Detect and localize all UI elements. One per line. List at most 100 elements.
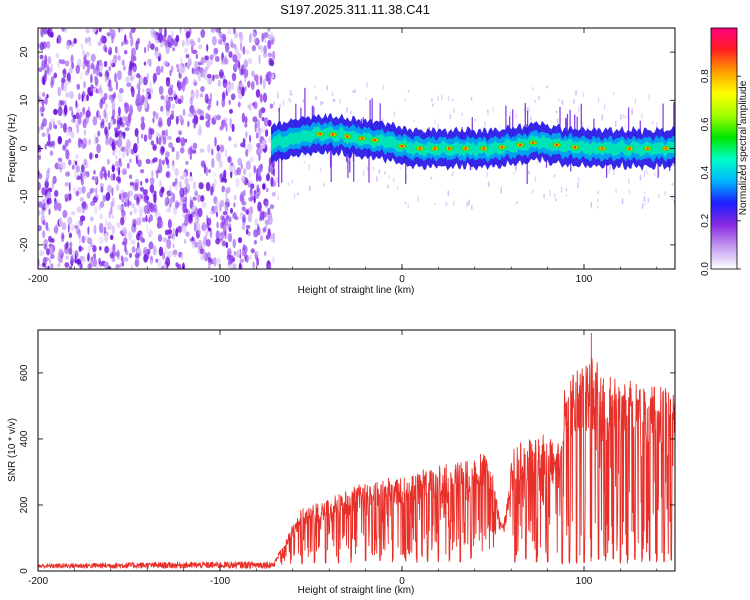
- scatter-speck: [279, 103, 281, 109]
- scatter-speck: [565, 188, 567, 191]
- noise-blob: [241, 175, 246, 184]
- noise-blob: [175, 201, 180, 208]
- noise-blob: [169, 69, 172, 77]
- noise-blob: [257, 201, 262, 212]
- noise-blob: [185, 54, 190, 59]
- noise-blob: [253, 189, 257, 196]
- scatter-speck: [643, 171, 646, 177]
- noise-blob: [202, 253, 207, 260]
- noise-blob: [260, 44, 263, 54]
- noise-blob: [165, 100, 171, 110]
- noise-blob: [227, 260, 231, 266]
- noise-blob: [57, 202, 62, 212]
- noise-blob: [125, 105, 128, 115]
- scatter-speck: [624, 124, 627, 128]
- noise-blob: [162, 136, 167, 145]
- noise-blob: [116, 167, 120, 172]
- scatter-speck: [384, 171, 386, 175]
- scatter-speck: [291, 93, 293, 96]
- noise-blob: [46, 28, 51, 36]
- noise-blob: [50, 62, 54, 73]
- noise-blob: [160, 65, 164, 73]
- noise-blob: [157, 56, 161, 62]
- ridge-hotspot-peak: [628, 147, 631, 150]
- noise-blob: [139, 76, 144, 84]
- noise-blob: [148, 241, 154, 250]
- noise-blob: [180, 253, 184, 260]
- noise-blob: [75, 112, 80, 120]
- snr-frame: [37, 329, 676, 572]
- scatter-speck: [647, 198, 650, 203]
- noise-blob: [162, 237, 168, 243]
- noise-blob: [213, 178, 217, 186]
- noise-blob: [67, 192, 71, 202]
- noise-blob: [106, 32, 111, 37]
- noise-blob: [214, 74, 219, 79]
- noise-blob: [205, 239, 211, 247]
- scatter-speck: [287, 182, 290, 186]
- noise-blob: [68, 138, 72, 143]
- noise-blob: [177, 98, 182, 105]
- noise-blob: [148, 93, 152, 100]
- noise-blob: [267, 207, 271, 216]
- scatter-speck: [321, 101, 324, 104]
- noise-blob: [60, 77, 66, 84]
- noise-blob: [146, 73, 150, 81]
- noise-blob: [142, 189, 148, 195]
- noise-blob: [143, 246, 148, 257]
- ridge-hotspot-peak: [531, 141, 535, 144]
- noise-blob: [129, 30, 133, 39]
- noise-blob: [124, 50, 128, 55]
- noise-blob: [65, 128, 71, 137]
- noise-blob: [265, 187, 269, 193]
- scatter-speck: [597, 198, 599, 203]
- noise-blob: [92, 116, 98, 126]
- noise-blob: [71, 110, 74, 118]
- noise-blob: [243, 142, 246, 149]
- scatter-speck: [526, 107, 528, 113]
- noise-blob: [121, 59, 125, 66]
- scatter-speck: [673, 199, 675, 205]
- noise-blob: [198, 125, 202, 135]
- noise-blob: [253, 101, 258, 110]
- scatter-speck: [339, 99, 341, 104]
- noise-blob: [67, 223, 70, 233]
- noise-blob: [270, 176, 274, 187]
- noise-blob: [130, 28, 136, 34]
- noise-blob: [241, 86, 245, 97]
- noise-blob: [140, 169, 145, 174]
- colorbar-tick-label: 0.2: [700, 213, 711, 227]
- scatter-speck: [297, 192, 299, 196]
- noise-blob: [164, 197, 169, 207]
- noise-blob: [238, 262, 242, 269]
- noise-blob: [179, 180, 182, 189]
- noise-blob: [165, 170, 171, 179]
- noise-blob: [98, 87, 103, 95]
- noise-blob: [61, 222, 67, 231]
- noise-blob: [201, 160, 206, 167]
- noise-blob: [72, 250, 76, 260]
- noise-blob: [75, 165, 80, 173]
- noise-blob: [50, 80, 54, 89]
- noise-blob: [253, 37, 258, 44]
- noise-blob: [104, 46, 108, 53]
- noise-blob: [148, 40, 152, 49]
- noise-blob: [247, 80, 251, 88]
- noise-blob: [234, 194, 237, 201]
- noise-blob: [93, 170, 96, 175]
- noise-blob: [124, 244, 127, 253]
- noise-blob: [199, 148, 205, 153]
- scatter-speck: [333, 99, 336, 102]
- noise-blob: [80, 43, 84, 50]
- scatter-speck: [404, 202, 407, 204]
- noise-blob: [145, 178, 149, 184]
- noise-blob: [217, 31, 223, 36]
- noise-blob: [245, 209, 249, 215]
- noise-blob: [143, 96, 149, 104]
- noise-blob: [68, 247, 73, 256]
- noise-blob: [63, 28, 68, 34]
- noise-blob: [232, 212, 238, 220]
- noise-blob: [203, 71, 209, 81]
- noise-blob: [47, 187, 53, 193]
- noise-blob: [78, 237, 81, 244]
